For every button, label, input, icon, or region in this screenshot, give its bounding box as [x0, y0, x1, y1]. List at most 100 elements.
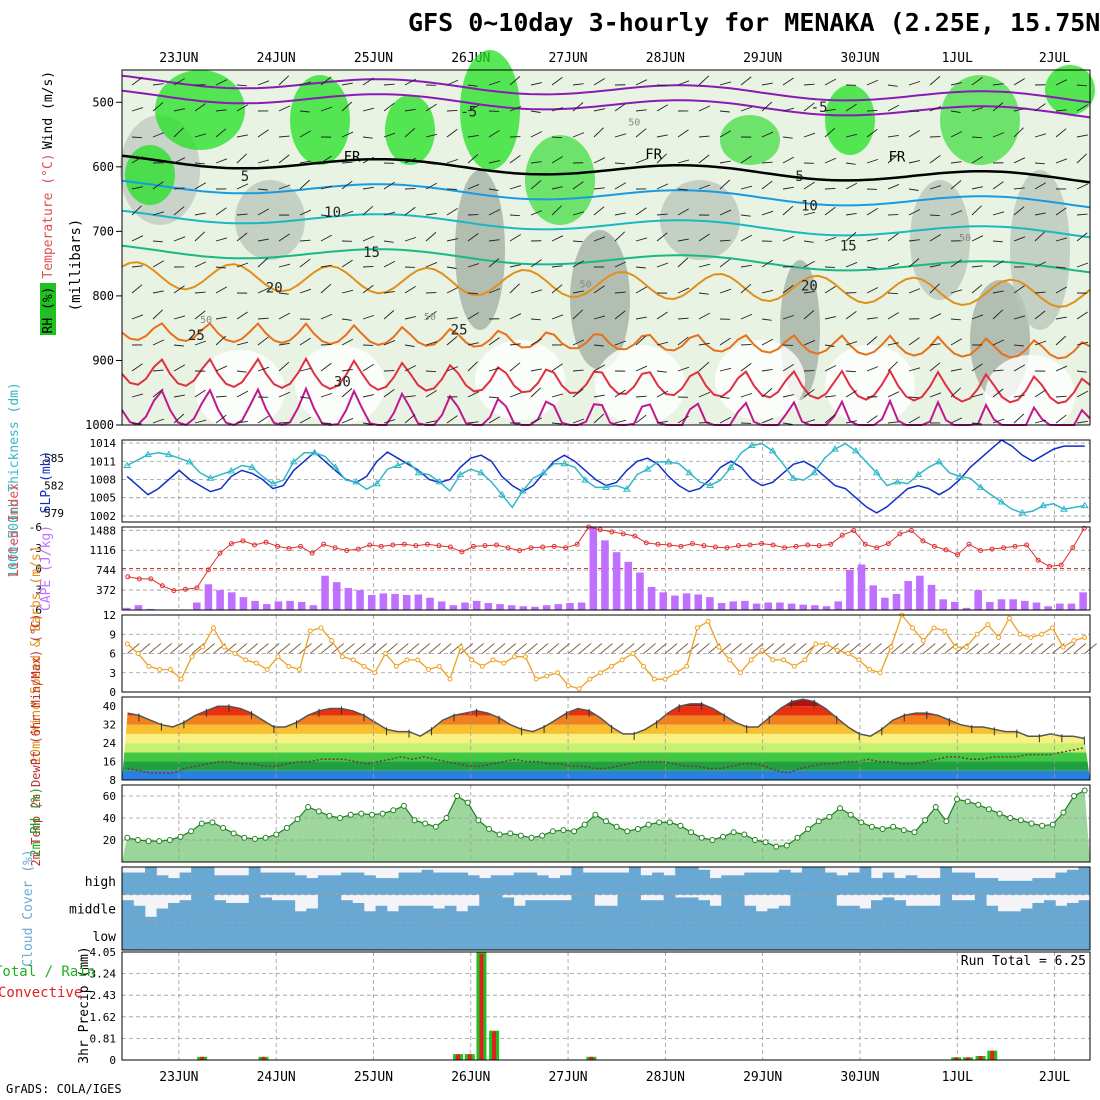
cloud-bar: [398, 922, 411, 950]
wind-speed-point: [845, 651, 851, 656]
wind-barb: [1013, 127, 1024, 138]
precip-convective-bar: [456, 1054, 461, 1060]
run-total-label: Run Total = 6.25: [961, 954, 1086, 969]
cloud-bar: [156, 922, 169, 950]
cape-bar: [612, 552, 621, 610]
cape-bar: [694, 594, 703, 610]
wind-barb: [131, 77, 143, 86]
wind-barb: [761, 388, 773, 398]
rh-point: [337, 815, 344, 821]
wind-barb: [1013, 413, 1025, 424]
wind-barb: [740, 362, 752, 372]
wind-speed-point: [1071, 638, 1077, 644]
cape-bar: [834, 601, 843, 610]
wind-barb: [173, 236, 186, 242]
wind-barb: [488, 209, 501, 216]
cape-bar: [869, 585, 877, 610]
cloud-bar: [894, 878, 906, 895]
cape-bar: [123, 607, 131, 610]
wind-barb: [803, 181, 815, 190]
wind-barb: [131, 284, 143, 294]
wind-barb: [698, 342, 710, 346]
wind-barb-10m: [288, 643, 302, 654]
wind-barb: [950, 338, 962, 346]
wind-speed-point: [296, 667, 302, 673]
wind-speed-point: [727, 657, 733, 663]
wind-barb: [593, 78, 605, 86]
li-point: [609, 529, 615, 535]
li-point: [839, 532, 845, 538]
wind-barb: [740, 214, 751, 217]
wind-barb: [152, 181, 164, 190]
wind-barb: [698, 154, 710, 164]
cloud-bar: [260, 922, 273, 950]
wind-barb: [551, 186, 563, 190]
wind-speed-point: [813, 641, 819, 647]
wind-barb: [929, 283, 940, 294]
cloud-bar: [732, 875, 745, 895]
wind-barb: [1076, 183, 1089, 190]
wind-barb: [257, 336, 269, 346]
cape-bar: [951, 601, 959, 610]
cloud-bar: [133, 872, 146, 895]
wind-speed-point: [339, 654, 345, 660]
cloud-bar: [1066, 869, 1079, 895]
cloud-bar: [525, 872, 538, 895]
wind-speed-point: [135, 651, 141, 656]
wind-barb: [278, 361, 290, 372]
cape-bar: [134, 605, 143, 610]
wind-barb: [1055, 207, 1067, 216]
thickness-point: [976, 483, 985, 490]
cloud-bar: [848, 922, 860, 950]
wind-barb: [803, 419, 816, 424]
rh-point: [847, 811, 854, 818]
cape-bar: [519, 606, 528, 610]
thickness-point: [851, 446, 860, 454]
wind-barb: [383, 340, 396, 346]
top-date-label: 23JUN: [159, 51, 198, 66]
thickness-point: [144, 450, 152, 458]
thickness-point: [810, 468, 819, 476]
cape-bar: [204, 584, 213, 610]
precip-convective-bar: [990, 1050, 995, 1060]
li-point: [620, 531, 626, 537]
wind-barb-10m: [1062, 643, 1076, 654]
wind-barb: [236, 390, 249, 398]
wind-barb: [824, 127, 836, 138]
wind-speed-point: [393, 663, 399, 669]
wind-barb: [173, 108, 185, 112]
cloud-bar: [790, 922, 803, 950]
wind-speed-point: [823, 641, 829, 647]
wind-barb: [782, 363, 794, 372]
wind-speed-point: [662, 676, 668, 682]
cloud-bar: [848, 905, 860, 923]
li-point: [931, 543, 937, 549]
wind-barb: [761, 369, 773, 372]
wind10m-axis-label: 10m Wind Speed & Barbs (m/s): [29, 545, 44, 764]
wind-barb: [551, 156, 563, 164]
cape-bar: [192, 602, 201, 610]
rh-point: [241, 834, 248, 841]
wind-barb: [887, 263, 900, 268]
wind-barb: [551, 136, 562, 139]
wind-tick-label: 9: [109, 628, 116, 641]
cloud-bar: [997, 911, 1010, 923]
bottom-date-label: 1JUL: [942, 1070, 973, 1085]
wind-barb: [1013, 285, 1025, 294]
li-point: [701, 543, 707, 549]
wind-barb: [866, 238, 878, 242]
wind-barb: [656, 311, 668, 320]
rh-contour: [155, 70, 245, 150]
wind-barb: [152, 339, 165, 346]
cloud-bar: [871, 900, 883, 923]
wind-barb: [992, 83, 1004, 86]
wind-barb: [614, 133, 627, 138]
cloud-bar: [986, 878, 999, 895]
cape-bar: [379, 593, 388, 610]
rh-point: [390, 807, 397, 814]
wind-speed-point: [1017, 631, 1023, 637]
cape-bar: [986, 601, 994, 610]
cape-bar: [1044, 606, 1052, 610]
temp-tick-label: 24: [103, 737, 117, 750]
cloud-bar: [744, 872, 757, 895]
